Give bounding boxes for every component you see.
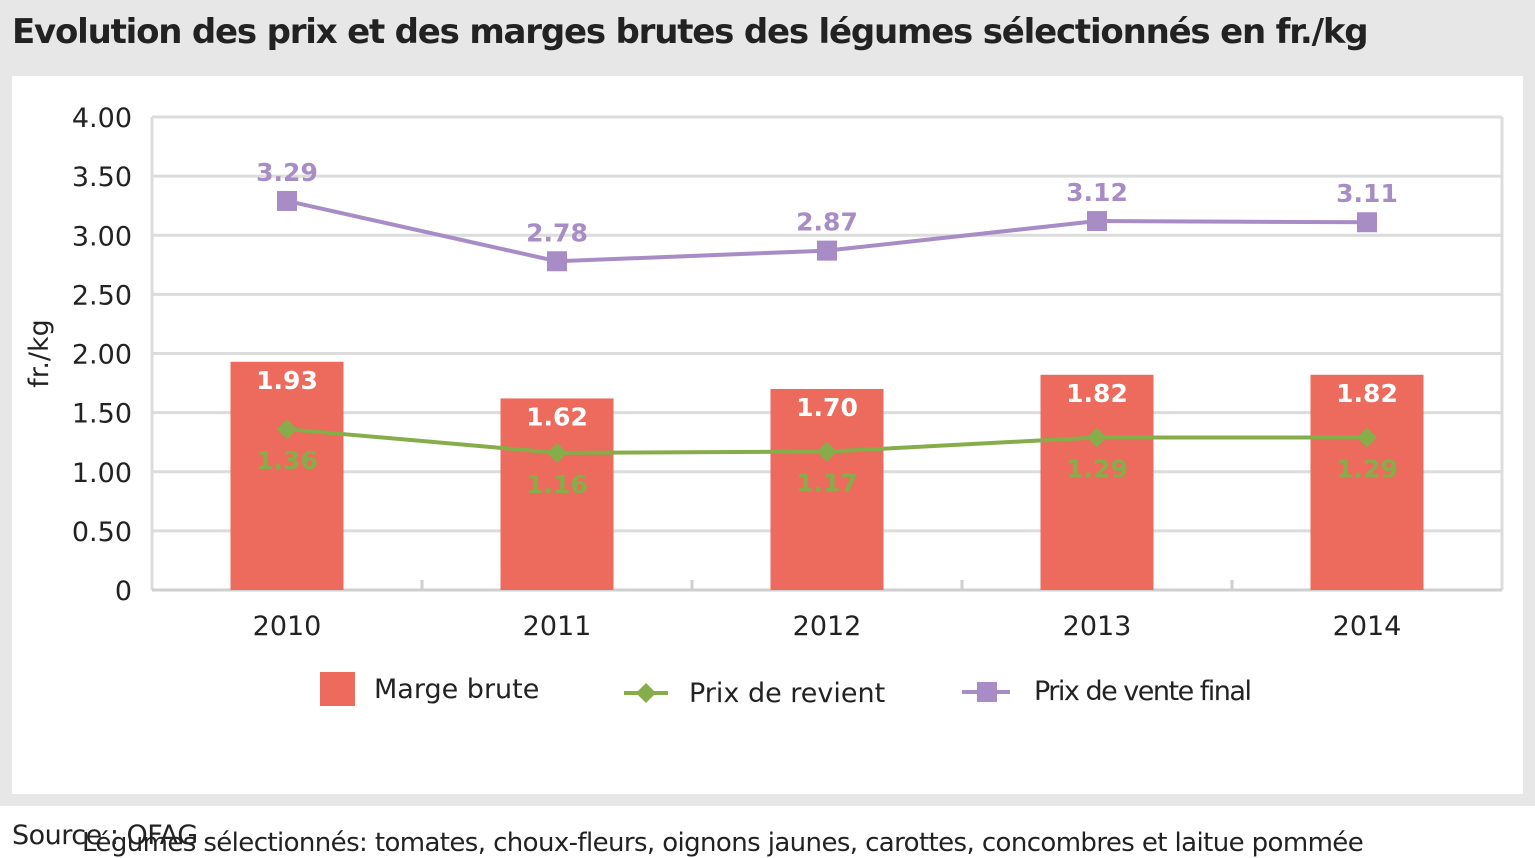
data-label-marge-brute: 1.70 (796, 393, 858, 422)
data-label-prix-de-revient: 1.36 (256, 446, 318, 475)
bar-marge-brute (230, 361, 344, 590)
x-tick-label: 2012 (793, 611, 862, 642)
marker-prix-de-vente (547, 251, 567, 272)
marker-prix-de-vente (1357, 212, 1377, 233)
bar-marge-brute (500, 398, 614, 590)
data-label-prix-de-vente: 3.11 (1336, 179, 1398, 208)
x-tick-label: 2013 (1063, 611, 1132, 642)
x-tick-label: 2014 (1333, 611, 1402, 642)
marker-prix-de-revient (817, 441, 837, 462)
y-tick-label: 1.00 (72, 458, 132, 489)
marker-prix-de-vente (817, 240, 837, 261)
data-label-marge-brute: 1.93 (256, 366, 318, 395)
data-label-prix-de-vente: 2.87 (796, 208, 858, 237)
legend-marker-prix-de-vente (977, 682, 997, 702)
x-tick-label: 2010 (253, 611, 322, 642)
data-label-prix-de-vente: 3.12 (1066, 178, 1128, 207)
legend-label-prix-de-revient: Prix de revient (689, 678, 885, 709)
vegetables-note: Légumes sélectionnés: tomates, choux-fle… (82, 828, 1364, 858)
data-label-prix-de-revient: 1.29 (1336, 454, 1398, 483)
x-tick-label: 2011 (523, 611, 592, 642)
data-label-marge-brute: 1.62 (526, 402, 588, 431)
marker-prix-de-vente (277, 190, 297, 211)
y-tick-label: 2.50 (72, 280, 132, 311)
chart-title: Evolution des prix et des marges brutes … (12, 12, 1369, 52)
chart-panel: 0 0.50 1.00 1.50 2.00 2.50 3.00 3.50 4.00 fr./kg 2… (12, 76, 1523, 858)
legend-label-marge-brute: Marge brute (374, 674, 539, 705)
bar-marge-brute (1310, 374, 1424, 590)
bar-marge-brute (770, 388, 884, 590)
bar-marge-brute (1040, 374, 1154, 590)
y-tick-label: 1.50 (72, 399, 132, 430)
y-tick-label: 4.00 (72, 103, 132, 134)
y-tick-label: 3.00 (72, 221, 132, 252)
y-tick-label: 2.00 (72, 340, 132, 371)
y-tick-label: 3.50 (72, 162, 132, 193)
data-label-prix-de-revient: 1.29 (1066, 454, 1128, 483)
y-axis-title: fr./kg (24, 319, 55, 388)
chart-svg: 0 0.50 1.00 1.50 2.00 2.50 3.00 3.50 4.00 fr./kg 2… (24, 103, 1504, 709)
data-label-prix-de-vente: 3.29 (256, 158, 318, 187)
marker-prix-de-vente (1087, 211, 1107, 232)
data-label-prix-de-vente: 2.78 (526, 218, 588, 247)
legend-label-prix-de-vente: Prix de vente final (1034, 676, 1250, 707)
source-label: Source : OFAG (12, 820, 198, 851)
data-label-prix-de-revient: 1.16 (526, 470, 588, 499)
data-label-marge-brute: 1.82 (1066, 379, 1128, 408)
data-label-prix-de-revient: 1.17 (796, 469, 858, 498)
marker-prix-de-revient (1357, 427, 1377, 448)
marker-prix-de-revient (277, 419, 297, 440)
y-tick-label: 0.50 (72, 517, 132, 548)
data-label-marge-brute: 1.82 (1336, 379, 1398, 408)
legend-swatch-marge-brute (320, 672, 355, 706)
marker-prix-de-revient (1087, 427, 1107, 448)
y-tick-label: 0 (115, 576, 132, 607)
legend-marker-prix-de-revient (636, 683, 656, 703)
marker-prix-de-revient (547, 442, 567, 463)
